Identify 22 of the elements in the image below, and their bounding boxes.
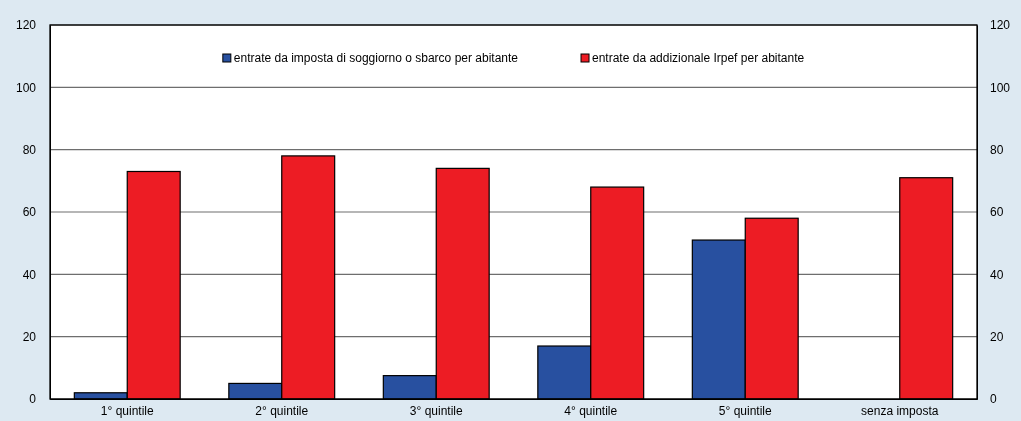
y2-tick-label: 60 <box>990 205 1004 220</box>
y2-tick-label: 40 <box>990 267 1004 282</box>
y-tick-label: 100 <box>15 80 37 95</box>
x-tick-label: senza imposta <box>861 403 939 418</box>
y-tick-label: 20 <box>22 330 37 345</box>
x-tick-label: 1° quintile <box>100 403 154 418</box>
x-tick-label: 5° quintile <box>718 403 772 418</box>
y2-tick-label: 100 <box>990 80 1011 95</box>
y2-tick-label: 0 <box>990 392 997 407</box>
y-tick-label: 120 <box>15 18 37 33</box>
y2-tick-label: 80 <box>990 143 1004 158</box>
legend-label: entrate da addizionale Irpef per abitante <box>592 51 805 66</box>
y-tick-label: 80 <box>22 143 37 158</box>
legend-label: entrate da imposta di soggiorno o sbarco per abitante <box>233 51 519 66</box>
x-tick-label: 2° quintile <box>255 403 309 418</box>
y-tick-label: 0 <box>29 392 37 407</box>
y2-tick-label: 20 <box>990 330 1004 345</box>
y-tick-label: 40 <box>22 267 37 282</box>
x-tick-label: 3° quintile <box>409 403 463 418</box>
x-tick-label: 4° quintile <box>564 403 618 418</box>
y2-tick-label: 120 <box>990 18 1011 33</box>
y-tick-label: 60 <box>22 205 37 220</box>
